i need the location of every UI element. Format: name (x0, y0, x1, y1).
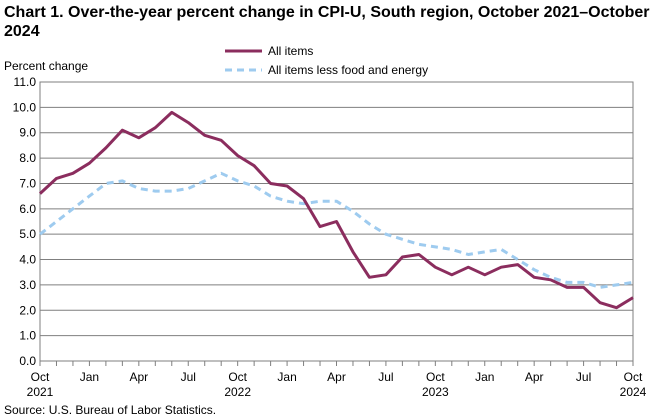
legend-label-0: All items (268, 44, 313, 58)
legend-label-1: All items less food and energy (268, 63, 428, 77)
x-tick-label: Jan (80, 370, 99, 384)
x-tick-label: Jul (181, 370, 196, 384)
x-tick-label: Apr (327, 370, 346, 384)
y-tick-label: 9.0 (19, 126, 36, 140)
x-tick-label: Oct (624, 370, 643, 384)
y-tick-label: 2.0 (19, 303, 36, 317)
y-tick-label: 11.0 (14, 75, 37, 89)
axes: 0.0 1.0 2.0 3.0 4.0 5.0 6.0 7.0 8.0 9.0 10.0 11.0 Oc… (13, 75, 647, 399)
chart-title: Chart 1. Over-the-year percent change in… (4, 4, 650, 40)
x-tick-label: Oct (426, 370, 445, 384)
series-line-core (39, 171, 634, 289)
x-tick-label: Jan (277, 370, 296, 384)
x-tick-year: 2023 (422, 385, 449, 399)
series-line-all-items (38, 110, 634, 310)
x-tick-year: 2021 (27, 385, 54, 399)
x-tick-label: Oct (31, 370, 50, 384)
x-tick-label: Jul (378, 370, 393, 384)
series-lines (38, 110, 634, 310)
x-tick-year: 2022 (224, 385, 251, 399)
y-tick-label: 3.0 (19, 278, 36, 292)
x-tick-label: Oct (228, 370, 247, 384)
y-tick-label: 6.0 (19, 202, 36, 216)
y-axis-label: Percent change (4, 59, 88, 73)
y-tick-label: 1.0 (19, 329, 36, 343)
y-tick-label: 5.0 (19, 227, 36, 241)
x-tick-label: Jan (475, 370, 494, 384)
source-note: Source: U.S. Bureau of Labor Statistics. (4, 403, 217, 417)
y-tick-label: 10.0 (13, 100, 37, 114)
y-tick-label: 4.0 (19, 253, 36, 267)
y-tick-label: 0.0 (19, 354, 36, 368)
y-tick-label: 8.0 (19, 151, 36, 165)
x-tick-label: Jul (576, 370, 591, 384)
legend: All items All items less food and energy (225, 44, 428, 77)
y-tick-label: 7.0 (19, 176, 36, 190)
gridlines (40, 81, 633, 362)
x-tick-label: Apr (129, 370, 148, 384)
x-tick-year: 2024 (620, 385, 647, 399)
x-tick-label: Apr (525, 370, 544, 384)
